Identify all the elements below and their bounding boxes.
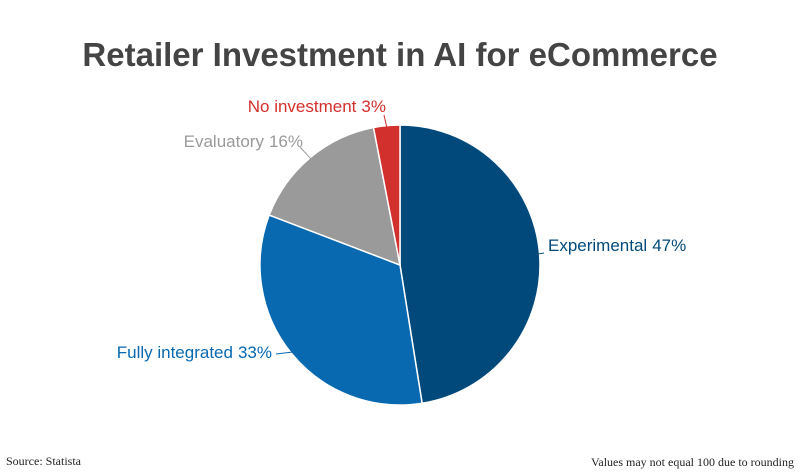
category-label: Evaluatory	[184, 132, 265, 151]
value-label: 47%	[652, 236, 686, 255]
slice-label: No investment 3%	[248, 97, 386, 116]
category-label: No investment	[248, 97, 357, 116]
leader-line	[275, 351, 293, 355]
slice-label: Evaluatory 16%	[184, 132, 303, 151]
value-label: 3%	[361, 97, 386, 116]
chart-title: Retailer Investment in AI for eCommerce	[82, 36, 717, 73]
source: Source: Statista	[6, 454, 82, 468]
category-label: Fully integrated	[117, 343, 233, 362]
category-label: Experimental	[548, 236, 647, 255]
leader-line	[537, 252, 545, 255]
note: Values may not equal 100 due to rounding	[591, 455, 794, 469]
value-label: 16%	[269, 132, 303, 151]
leader-line	[299, 146, 312, 160]
slice-label: Experimental 47%	[548, 236, 686, 255]
pie-slice	[399, 124, 541, 405]
value-label: 33%	[238, 343, 272, 362]
slice-label: Fully integrated 33%	[117, 343, 272, 362]
pie-slice	[259, 214, 423, 406]
leader-line	[383, 114, 388, 128]
